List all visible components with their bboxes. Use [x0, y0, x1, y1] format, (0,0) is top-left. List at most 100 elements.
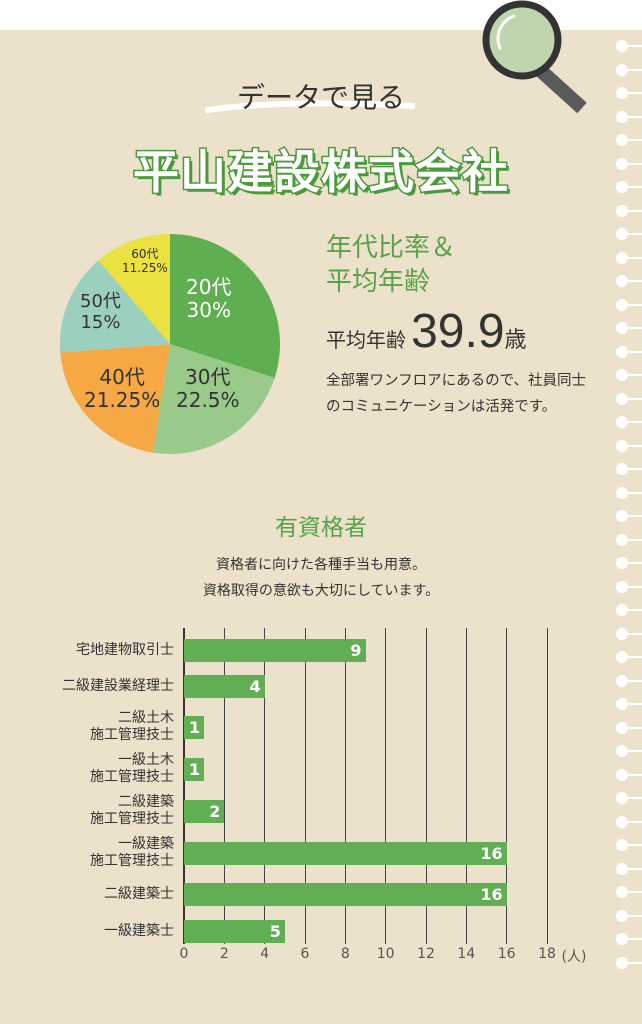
binding-ring	[612, 392, 642, 405]
tick-label: 18	[538, 946, 556, 962]
binding-ring	[612, 956, 642, 969]
pie-label-20s: 20代 30%	[186, 275, 232, 322]
binding-ring	[612, 815, 642, 828]
binding-ring	[612, 768, 642, 781]
gridline	[183, 628, 185, 944]
bar-value-label: 1	[189, 718, 201, 737]
subtitle: データで見る	[236, 81, 405, 114]
category-label: 二級土木 施工管理技士	[90, 710, 174, 743]
magnifier-icon	[482, 0, 587, 114]
bar	[184, 639, 366, 662]
category-label: 二級建築 施工管理技士	[90, 794, 174, 827]
binding-ring	[612, 251, 642, 264]
tick-label: 8	[340, 946, 350, 962]
binding-ring	[612, 862, 642, 875]
binding-ring	[612, 651, 642, 663]
bar	[184, 842, 507, 865]
gridline	[506, 628, 508, 944]
gridline	[264, 628, 266, 944]
binding-ring	[612, 87, 642, 99]
bar	[184, 920, 285, 943]
qualification-lead: 資格者に向けた各種手当も用意。 資格取得の意欲も大切にしています。	[202, 557, 440, 599]
pie-slice	[152, 344, 275, 454]
pie-label-50s: 50代 15%	[80, 291, 121, 333]
gridline	[223, 628, 225, 944]
category-label: 二級建築士	[104, 885, 174, 902]
average-age: 平均年齢 39.9歳	[326, 305, 527, 358]
category-label: 一級建築士	[104, 922, 174, 939]
notebook-binding	[612, 40, 642, 1024]
bar	[184, 758, 205, 781]
binding-ring	[612, 40, 642, 52]
gridline	[425, 628, 427, 944]
bar-value-label: 16	[480, 885, 503, 904]
axis-unit: (人)	[561, 949, 587, 965]
tick-label: 0	[179, 946, 189, 962]
binding-ring	[612, 721, 642, 734]
binding-ring	[612, 369, 642, 381]
bar-value-label: 5	[269, 922, 281, 941]
binding-ring	[612, 745, 642, 757]
category-label: 一級土木 施工管理技士	[90, 752, 174, 785]
binding-ring	[612, 134, 642, 146]
category-label: 一級建築 施工管理技士	[90, 836, 174, 869]
pie-slice	[60, 344, 170, 453]
category-label: 宅地建物取引士	[76, 641, 174, 658]
bar-value-label: 2	[209, 802, 221, 821]
tick-label: 6	[300, 946, 310, 962]
pie-label-30s: 30代 22.5%	[176, 365, 240, 412]
bar	[184, 883, 507, 906]
binding-ring	[612, 345, 642, 358]
gridline	[304, 628, 306, 944]
pie-slice	[59, 260, 170, 353]
binding-ring	[612, 204, 642, 217]
binding-ring	[612, 416, 642, 428]
binding-ring	[612, 886, 642, 898]
bar-value-label: 1	[189, 760, 201, 779]
qualification-heading: 有資格者	[275, 515, 367, 541]
pie-label-60s: 60代 11.25%	[122, 247, 168, 275]
bar-value-label: 9	[350, 641, 362, 660]
bar-value-label: 4	[249, 677, 261, 696]
age-description: 全部署ワンフロアにあるので、社員同士のコミュニケーションは活発です。	[326, 373, 586, 415]
bar	[184, 675, 265, 698]
binding-ring	[612, 275, 642, 287]
tick-label: 4	[260, 946, 270, 962]
category-label: 二級建設業経理士	[62, 677, 174, 694]
binding-ring	[612, 228, 642, 240]
binding-ring	[612, 298, 642, 311]
binding-ring	[612, 322, 642, 334]
bar	[184, 800, 225, 823]
binding-ring	[612, 439, 642, 452]
binding-ring	[612, 463, 642, 475]
tick-label: 2	[219, 946, 229, 962]
gridline	[344, 628, 346, 944]
binding-ring	[612, 909, 642, 922]
pie-slice	[98, 234, 170, 344]
binding-ring	[612, 557, 642, 569]
binding-ring	[612, 627, 642, 640]
binding-ring	[612, 580, 642, 593]
binding-ring	[612, 792, 642, 804]
age-heading: 年代比率＆ 平均年齢	[326, 233, 457, 297]
binding-ring	[612, 933, 642, 945]
gridline	[546, 628, 548, 944]
binding-ring	[612, 181, 642, 193]
gridline	[465, 628, 467, 944]
binding-ring	[612, 486, 642, 499]
bar-value-label: 16	[480, 844, 503, 863]
gridline	[385, 628, 387, 944]
bar	[184, 716, 205, 739]
binding-ring	[612, 839, 642, 851]
pie-slice	[170, 234, 280, 378]
brush-swoosh	[205, 100, 415, 113]
binding-ring	[612, 674, 642, 687]
binding-ring	[612, 604, 642, 616]
binding-ring	[612, 110, 642, 123]
binding-ring	[612, 510, 642, 522]
tick-label: 14	[457, 946, 476, 962]
age-pie-chart	[59, 234, 280, 454]
pie-label-40s: 40代 21.25%	[84, 365, 161, 412]
binding-ring	[612, 698, 642, 710]
binding-ring	[612, 533, 642, 546]
